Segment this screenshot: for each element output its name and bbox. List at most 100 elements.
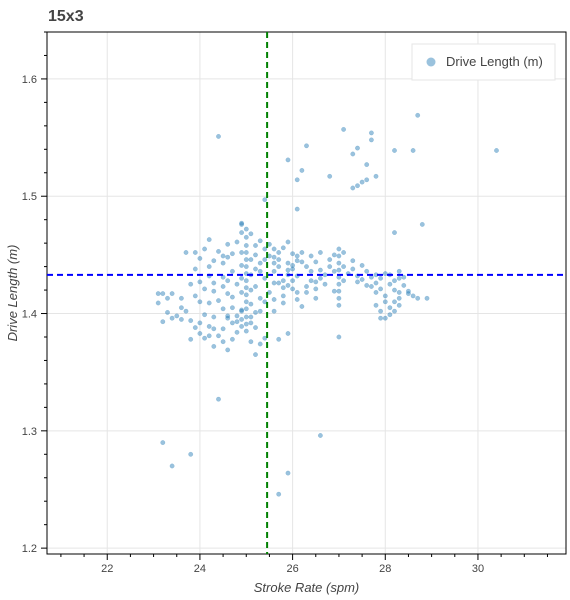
data-point [280, 285, 286, 291]
data-point [313, 259, 319, 265]
data-point [271, 308, 277, 314]
data-point [280, 278, 286, 284]
data-point [165, 309, 170, 315]
data-point [382, 299, 388, 305]
data-point [327, 264, 333, 270]
data-point [220, 306, 226, 312]
data-point [239, 220, 245, 226]
data-point [392, 278, 397, 284]
data-point [257, 238, 263, 244]
data-point [392, 148, 397, 153]
data-point [262, 197, 268, 203]
x-tick-label: 22 [101, 563, 113, 575]
data-point [373, 302, 379, 308]
data-point [225, 278, 231, 284]
data-point [197, 279, 203, 285]
data-point [243, 306, 249, 312]
data-point [294, 289, 300, 295]
data-point [262, 335, 268, 341]
data-point [294, 206, 300, 212]
data-point [327, 173, 333, 179]
data-point [202, 246, 208, 252]
data-point [183, 308, 189, 314]
data-point [336, 246, 342, 252]
data-point [248, 301, 254, 307]
data-point [355, 279, 360, 285]
data-point [248, 231, 254, 237]
data-point [220, 339, 226, 345]
chart-title: 15x3 [48, 8, 84, 25]
data-points [155, 112, 499, 497]
data-point [304, 264, 309, 270]
data-point [225, 315, 231, 321]
data-point [336, 288, 342, 294]
data-point [206, 237, 212, 243]
data-point [280, 245, 286, 251]
data-point [257, 308, 263, 314]
legend[interactable]: Drive Length (m) [411, 43, 556, 81]
data-point [341, 278, 347, 284]
data-point [280, 293, 286, 299]
data-point [169, 291, 175, 297]
data-point [239, 262, 245, 268]
data-point [206, 264, 212, 270]
data-point [355, 183, 360, 189]
data-point [257, 268, 263, 274]
data-point [220, 284, 226, 289]
data-point [396, 275, 402, 281]
data-point [206, 323, 212, 329]
data-point [317, 267, 323, 273]
data-point [243, 321, 249, 327]
data-point [248, 287, 254, 293]
data-point [211, 288, 217, 294]
data-point [234, 319, 240, 325]
data-point [243, 226, 249, 232]
data-point [239, 307, 245, 313]
data-point [239, 230, 245, 236]
data-point [225, 241, 231, 247]
data-point [262, 275, 268, 281]
data-point [355, 145, 360, 151]
data-point [271, 254, 277, 260]
data-point [368, 130, 374, 136]
data-point [239, 316, 245, 322]
y-tick-label: 1.5 [22, 191, 37, 203]
data-point [290, 286, 296, 292]
data-point [192, 250, 198, 255]
y-tick-label: 1.2 [22, 543, 37, 555]
data-point [304, 289, 309, 295]
data-point [188, 318, 194, 324]
data-point [290, 266, 296, 272]
data-point [262, 299, 268, 305]
data-point [294, 258, 300, 264]
data-point [202, 335, 208, 341]
data-point [285, 331, 291, 336]
data-point [243, 328, 249, 334]
data-point [243, 299, 249, 305]
data-point [276, 264, 282, 270]
data-point [285, 267, 291, 273]
data-point [285, 260, 291, 266]
data-point [253, 309, 258, 315]
data-point [234, 329, 240, 335]
data-point [382, 315, 388, 321]
data-point [392, 287, 397, 293]
data-point [225, 254, 231, 260]
data-point [313, 279, 319, 285]
data-point [392, 299, 397, 305]
data-point [248, 320, 254, 326]
data-point [331, 288, 337, 294]
data-point [392, 230, 397, 236]
legend-label: Drive Length (m) [446, 54, 543, 69]
y-tick-label: 1.4 [22, 309, 37, 321]
data-point [216, 396, 221, 402]
data-point [178, 305, 184, 311]
data-point [229, 305, 235, 311]
data-point [276, 336, 282, 342]
data-point [220, 274, 226, 280]
data-point [248, 314, 254, 320]
x-tick-label: 26 [286, 563, 298, 575]
data-point [382, 293, 388, 299]
data-point [322, 281, 328, 287]
data-point [225, 347, 231, 353]
